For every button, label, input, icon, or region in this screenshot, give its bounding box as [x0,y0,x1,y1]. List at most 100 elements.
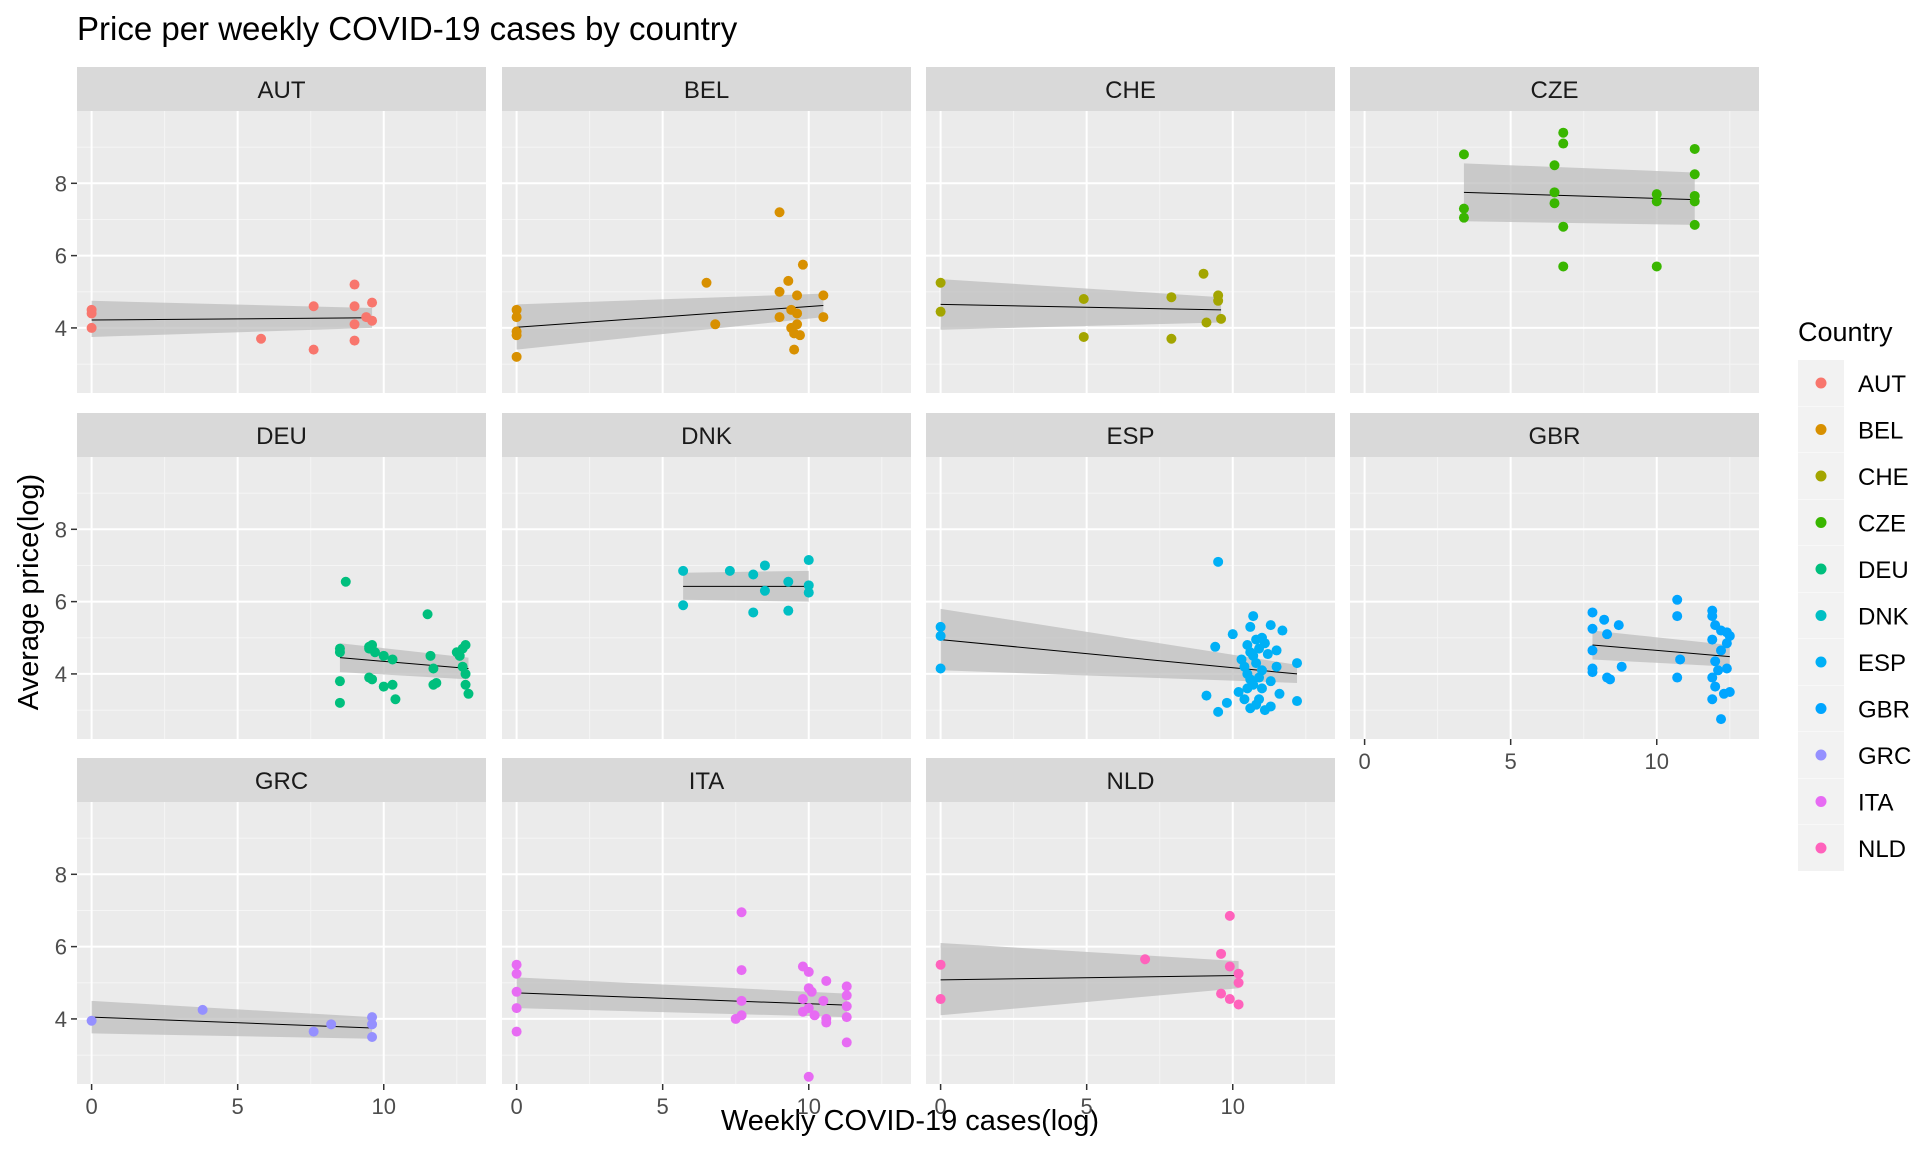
panel-background [926,111,1335,393]
legend-label: BEL [1858,418,1903,445]
data-point [326,1019,337,1030]
regression-line [940,303,1222,311]
data-point [1587,645,1598,656]
data-point [1166,292,1177,303]
data-point [86,1015,97,1026]
data-point [841,990,852,1001]
data-point [1689,169,1700,180]
data-point [1602,629,1613,640]
data-point [821,1017,832,1028]
data-point [1675,654,1686,665]
data-point [1254,694,1265,705]
panel-background [77,802,486,1084]
panel-background [77,111,486,393]
data-point [1707,672,1718,683]
facet-strip-label: DNK [681,423,732,450]
legend-items: AUT BEL CHE CZE DEU DNK ESP GBR GRC ITA NLD [1798,360,1911,871]
data-point [1605,674,1616,685]
data-point [736,907,747,918]
regression-line [1592,644,1730,658]
x-tick-label: 5 [1505,749,1517,774]
data-point [1721,663,1732,674]
facet-panel-aut: AUT 4 6 8 [55,67,486,393]
legend-swatch [1815,656,1827,668]
data-point [736,995,747,1006]
data-point [818,290,829,301]
data-point [1689,219,1700,230]
confidence-band [91,1000,373,1039]
data-point [759,560,770,571]
data-point [1277,625,1288,636]
data-point [367,315,378,326]
confidence-band [516,977,847,1018]
data-point [1724,687,1735,697]
legend-label: DNK [1858,604,1909,631]
regression-line [91,1016,373,1029]
data-point [1651,189,1662,200]
data-point [431,677,442,688]
facet-strip-label: ITA [689,768,725,795]
data-point [1558,221,1569,232]
facet-panel-grc: GRC 4 6 8 0 5 10 [55,758,486,1119]
data-point [1292,658,1303,669]
data-point [1213,706,1224,717]
data-point [1245,621,1256,632]
data-point [774,207,785,218]
data-point [1221,697,1232,708]
data-point [1224,910,1235,921]
data-point [1689,143,1700,154]
confidence-band [516,293,824,350]
data-point [387,654,398,665]
data-point [710,319,721,330]
x-tick-label: 0 [85,1094,97,1119]
y-tick-label: 6 [55,590,67,615]
data-point [367,297,378,308]
data-point [794,330,805,341]
data-point [1549,198,1560,209]
data-point [511,1003,522,1014]
data-point [783,576,794,587]
legend-swatch [1815,517,1827,528]
data-point [789,344,800,355]
data-point [1587,623,1598,634]
data-point [1613,620,1624,631]
data-point [797,259,808,270]
chart-title: Price per weekly COVID-19 cases by count… [77,10,738,47]
data-point [803,587,814,598]
data-point [511,312,522,323]
x-tick-label: 0 [510,1094,522,1119]
data-point [803,580,814,591]
legend-swatch [1815,842,1827,854]
facet-strip-label: ESP [1106,423,1154,450]
data-point [460,668,471,679]
legend-label: GRC [1858,743,1911,770]
data-point [1256,665,1267,676]
data-point [1140,954,1151,965]
data-point [935,621,946,632]
data-point [1210,641,1221,652]
facet-strip-label: BEL [684,77,729,104]
data-point [803,555,814,566]
facet-panel-deu: DEU 4 6 8 [55,413,486,739]
data-point [1262,649,1273,660]
facet-strip [502,413,911,457]
data-point [1458,149,1469,160]
data-point [425,650,436,661]
data-point [511,304,522,315]
data-point [349,335,360,346]
legend-label: ESP [1858,650,1906,677]
data-point [1224,961,1235,972]
facet-strip-label: GBR [1528,423,1580,450]
legend-label: CZE [1858,511,1906,538]
data-point [460,679,471,690]
data-point [1549,160,1560,171]
data-point [841,1001,852,1012]
data-point [678,600,689,611]
data-point [935,630,946,641]
data-point [1216,988,1227,999]
data-point [748,569,759,580]
data-point [821,975,832,986]
data-point [428,663,439,674]
data-point [792,290,803,301]
